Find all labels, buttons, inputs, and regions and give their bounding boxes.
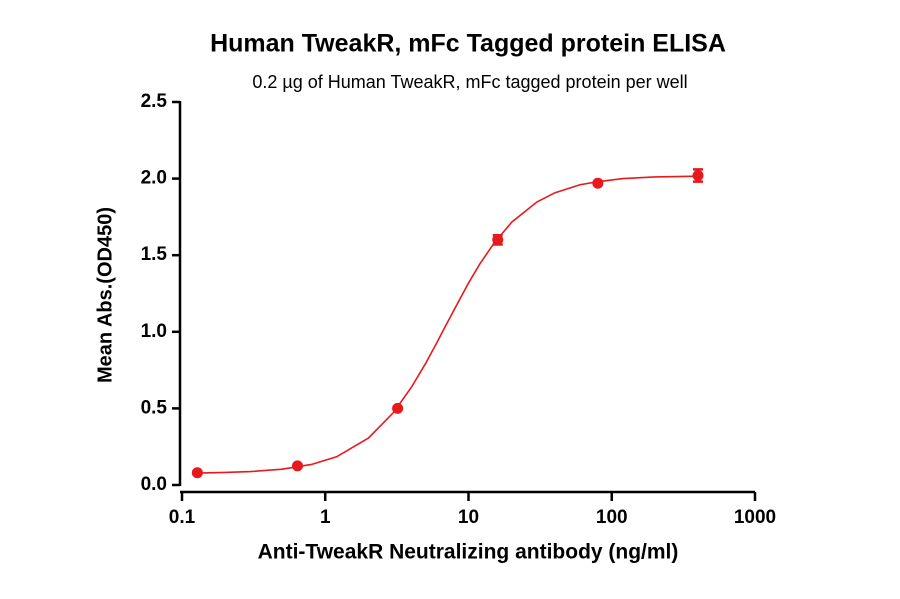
y-tick-label: 0.0 (141, 474, 167, 495)
x-tick-label: 1000 (734, 507, 776, 528)
y-tick-label: 0.5 (141, 397, 168, 418)
chart-subtitle: 0.2 µg of Human TweakR, mFc tagged prote… (252, 72, 687, 92)
x-tick-label: 10 (458, 507, 479, 528)
chart-title: Human TweakR, mFc Tagged protein ELISA (210, 30, 726, 58)
y-axis-title: Mean Abs.(OD450) (94, 207, 116, 383)
data-point (592, 177, 604, 189)
x-tick-label: 100 (596, 507, 628, 528)
y-tick-label: 2.5 (141, 91, 168, 112)
data-point (291, 460, 303, 472)
data-point (692, 170, 704, 182)
y-tick-label: 1.0 (141, 321, 167, 342)
x-tick-label: 1 (320, 507, 331, 528)
fit-curve (197, 175, 699, 474)
y-tick-label: 2.0 (141, 168, 167, 189)
x-tick-label: 0.1 (169, 507, 196, 528)
x-axis-title: Anti-TweakR Neutralizing antibody (ng/ml… (258, 541, 679, 564)
y-tick-label: 1.5 (141, 244, 168, 265)
